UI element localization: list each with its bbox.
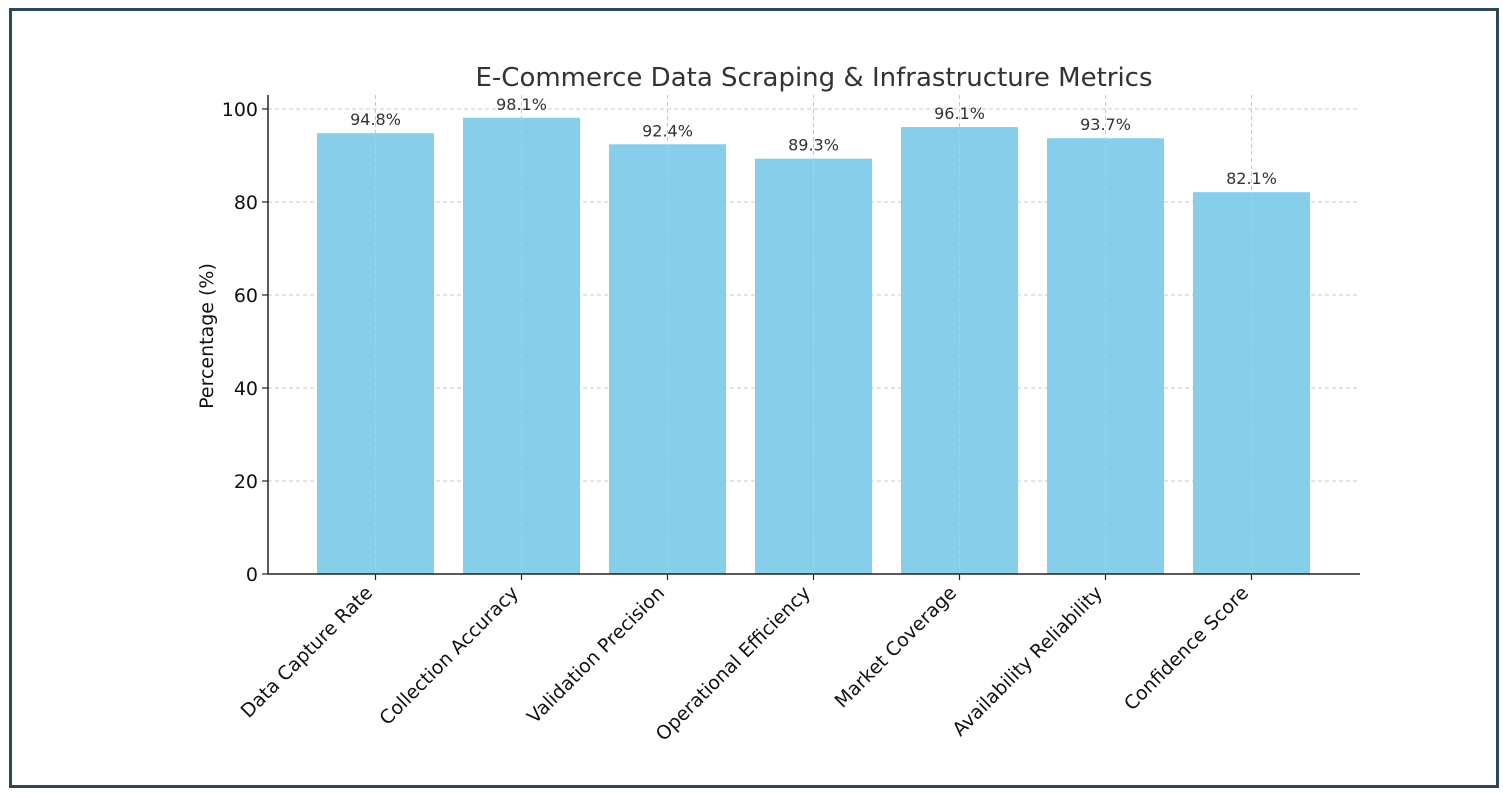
x-tick-label: Confidence Score [1120, 582, 1253, 715]
x-tick-label: Market Coverage [831, 582, 961, 712]
y-tick-label: 100 [222, 99, 258, 121]
axes-layer [262, 95, 1360, 580]
bar-value-label: 92.4% [642, 121, 693, 140]
y-tick-label: 60 [234, 285, 258, 307]
y-tick-label: 0 [246, 564, 258, 586]
chart-title: E-Commerce Data Scraping & Infrastructur… [475, 63, 1152, 93]
bar [317, 133, 434, 575]
bar-value-label: 96.1% [934, 104, 985, 123]
x-tick-label: Collection Accuracy [375, 582, 523, 730]
y-tick-label: 40 [234, 378, 258, 400]
x-tick-label: Availability Reliability [948, 582, 1107, 741]
x-grid-layer [375, 95, 1252, 574]
x-tick-label: Data Capture Rate [237, 582, 377, 722]
bar-value-label: 82.1% [1226, 169, 1277, 188]
y-tick-label: 20 [234, 471, 258, 493]
bar-value-label: 98.1% [496, 95, 547, 114]
bar-value-label: 93.7% [1080, 115, 1131, 134]
bar-value-label: 94.8% [350, 110, 401, 129]
bar-value-label: 89.3% [788, 136, 839, 155]
x-tick-label: Validation Precision [523, 582, 669, 728]
y-axis-label: Percentage (%) [196, 263, 218, 409]
y-tick-label: 80 [234, 192, 258, 214]
x-tick-label: Operational Efficiency [652, 582, 815, 745]
